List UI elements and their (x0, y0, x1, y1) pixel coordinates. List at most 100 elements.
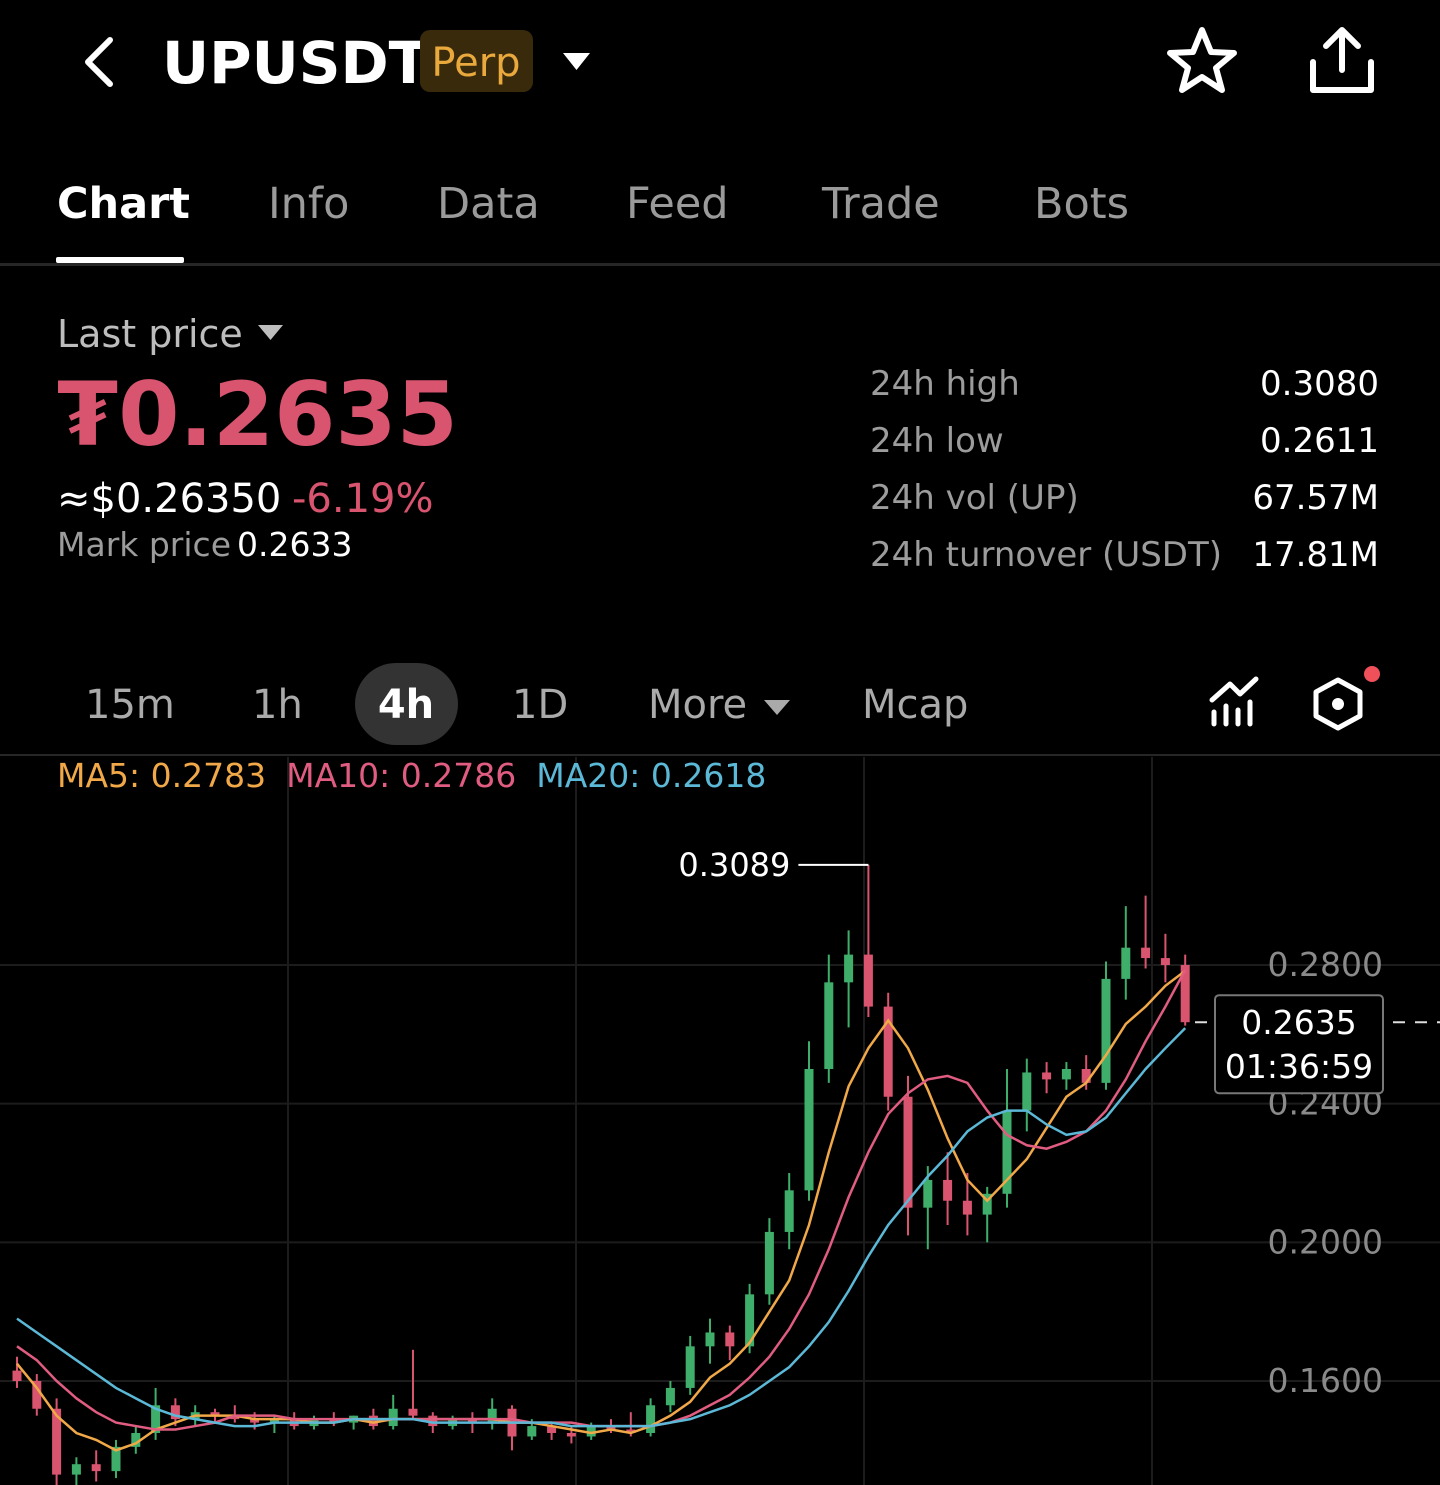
candle-body (1081, 1069, 1091, 1083)
candle-body (606, 1426, 616, 1430)
candle-body (408, 1408, 418, 1416)
candle-body (685, 1346, 695, 1388)
stat-label: 24h high (870, 364, 1020, 404)
stat-value: 0.3080 (1260, 364, 1379, 404)
candle-body (388, 1408, 398, 1427)
candle-body (646, 1405, 656, 1433)
symbol: UPUSDT (162, 29, 429, 97)
stat-value: 67.57M (1252, 478, 1379, 518)
stat-label: 24h low (870, 421, 1004, 461)
tab-indicator (56, 257, 184, 263)
candle-body (1042, 1072, 1052, 1080)
candle-body (1160, 958, 1170, 965)
stat-value: 0.2611 (1260, 421, 1379, 461)
stat-label: 24h vol (UP) (870, 478, 1079, 518)
candle-body (626, 1429, 636, 1433)
candle-body (725, 1332, 735, 1347)
price-type-dropdown[interactable] (258, 325, 283, 340)
y-tick-label: 0.2000 (1268, 1222, 1383, 1261)
candle-body (1180, 965, 1190, 1023)
candle-body (547, 1426, 557, 1433)
share-button[interactable] (1310, 27, 1374, 93)
candle-body (111, 1446, 121, 1472)
indicator-button[interactable] (1209, 676, 1259, 727)
candle-body (784, 1190, 794, 1232)
candle-body (32, 1381, 42, 1409)
settings-button[interactable] (1313, 666, 1380, 731)
favorite-button[interactable] (1167, 27, 1237, 93)
candle-body (923, 1179, 933, 1208)
candle-body (1002, 1110, 1012, 1194)
candle-body (586, 1426, 596, 1437)
candle-body (982, 1193, 992, 1215)
more-dropdown[interactable] (764, 700, 790, 715)
candle-body (210, 1412, 220, 1416)
candle-body (527, 1426, 537, 1437)
candle-body (566, 1433, 576, 1437)
candle-body (151, 1405, 161, 1433)
candle-body (903, 1096, 913, 1208)
divider (0, 263, 1440, 266)
candle-body (71, 1464, 81, 1475)
mark-price: 0.2633 (237, 525, 352, 564)
candle-body (428, 1415, 438, 1427)
legend-entry: MA5: 0.2783 (57, 756, 266, 795)
timeframe[interactable]: 4h (378, 682, 434, 728)
timeframe[interactable]: 15m (85, 682, 175, 728)
candle-body (12, 1370, 22, 1381)
last-price-tag (1214, 994, 1384, 1095)
candle-body (665, 1387, 675, 1406)
candle-body (962, 1200, 972, 1215)
tab[interactable]: Bots (1034, 179, 1129, 229)
timeframe[interactable]: More (648, 682, 747, 728)
candle-body (863, 954, 873, 1007)
candle-body (883, 1006, 893, 1097)
candle-body (1121, 947, 1131, 979)
peak-label: 0.3089 (678, 846, 790, 884)
back-button[interactable] (85, 37, 113, 87)
timeframe[interactable]: 1h (252, 682, 303, 728)
candle-body (91, 1464, 101, 1472)
candle-body (170, 1405, 180, 1420)
tab[interactable]: Trade (821, 179, 940, 229)
timeframe[interactable]: 1D (512, 682, 568, 728)
candle-body (368, 1415, 378, 1427)
last-price: ₮0.2635 (57, 363, 458, 466)
countdown: 01:36:59 (1225, 1047, 1373, 1086)
candle-body (844, 954, 854, 983)
tab[interactable]: Data (437, 179, 540, 229)
candle-body (764, 1231, 774, 1295)
legend-entry: MA20: 0.2618 (536, 756, 766, 795)
mark-price-label: Mark price (57, 525, 231, 564)
ma-line (16, 969, 1186, 1452)
candle-body (745, 1294, 755, 1347)
y-tick-label: 0.1600 (1268, 1361, 1383, 1400)
timeframe-pill (355, 663, 458, 745)
stat-value: 17.81M (1252, 535, 1379, 575)
divider (0, 754, 1440, 756)
badge-bg (420, 30, 533, 92)
candle-body (804, 1069, 814, 1191)
candle-body (329, 1419, 339, 1423)
legend-entry: MA10: 0.2786 (286, 756, 516, 795)
stat-label: 24h turnover (USDT) (870, 535, 1222, 575)
candle-body (1141, 947, 1151, 959)
tab[interactable]: Feed (626, 179, 729, 229)
tab[interactable]: Info (268, 179, 349, 229)
tab[interactable]: Chart (57, 179, 190, 229)
price-change: -6.19% (292, 476, 434, 522)
timeframe[interactable]: Mcap (862, 682, 968, 728)
candle-body (824, 982, 834, 1069)
candle-body (52, 1408, 62, 1475)
candle-body (230, 1415, 240, 1420)
last-price-label: 0.2635 (1241, 1003, 1356, 1042)
symbol-dropdown[interactable] (563, 53, 590, 70)
candle-body (131, 1433, 141, 1447)
price-type[interactable]: Last price (57, 312, 243, 356)
usd-price: ≈$0.26350 (57, 476, 281, 522)
candle-body (250, 1419, 260, 1423)
candle-body (269, 1419, 279, 1423)
candle-body (943, 1179, 953, 1201)
